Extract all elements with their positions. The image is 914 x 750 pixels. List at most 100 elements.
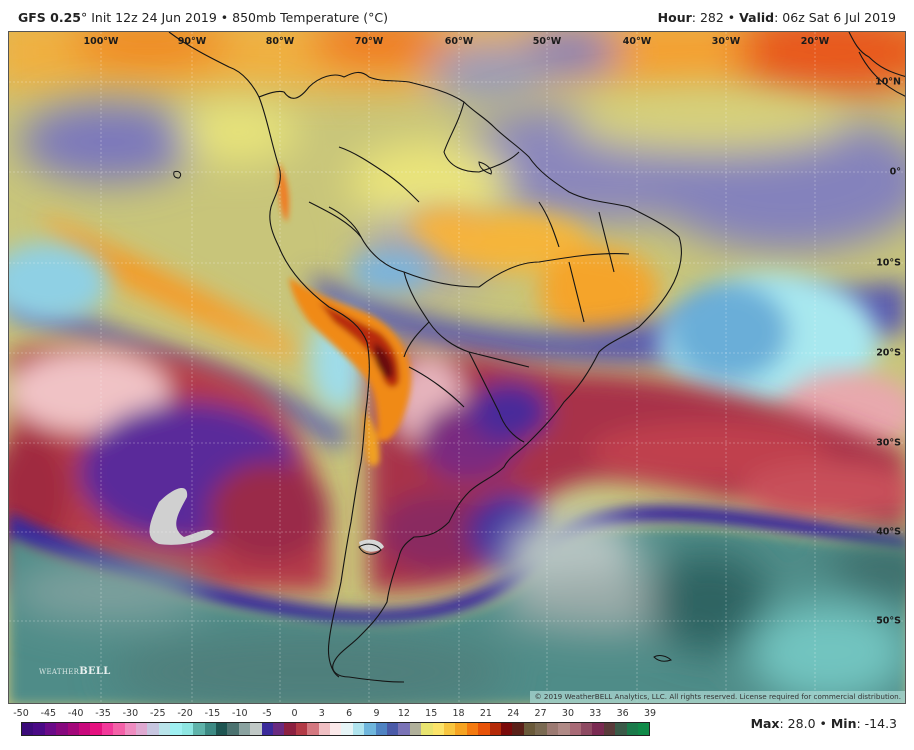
colorbar-segment (238, 723, 251, 735)
colorbar-segment (592, 723, 604, 735)
colorbar-tick-label: 39 (643, 708, 657, 719)
colorbar-segment (466, 723, 479, 735)
colorbar-tick-label: 27 (534, 708, 547, 719)
colorbar-tick-label: -10 (232, 708, 248, 719)
hour-label: Hour (657, 10, 692, 25)
colorbar-tick-label: -20 (177, 708, 193, 719)
colorbar-segment (444, 723, 456, 735)
max-value: : 28.0 • (779, 716, 831, 731)
lon-label: 40°W (622, 36, 652, 47)
colorbar-tick-label: 12 (397, 708, 410, 719)
lat-label: 50°S (876, 615, 901, 627)
colorbar-tick-label: 36 (616, 708, 629, 719)
chart-title: GFS 0.25° Init 12z 24 Jun 2019 • 850mb T… (18, 10, 388, 25)
colorbar-segment (626, 723, 638, 735)
colorbar-tick-label: -40 (67, 708, 84, 719)
colorbar-segment (329, 723, 342, 735)
colorbar-segment (352, 723, 365, 735)
colorbar-segment (307, 723, 319, 735)
colorbar-segment (158, 723, 171, 735)
colorbar-segment (512, 723, 524, 735)
colorbar-tick-label: -50 (13, 708, 29, 719)
colorbar-segment (432, 723, 445, 735)
copyright-notice: © 2019 WeatherBELL Analytics, LLC. All r… (530, 691, 905, 703)
colorbar-segment (90, 723, 102, 735)
colorbar-tick-label: 24 (507, 708, 520, 719)
colorbar-segment (375, 723, 387, 735)
max-min-stats: Max: 28.0 • Min: -14.3 (751, 716, 897, 731)
colorbar-tick-label: 15 (425, 708, 438, 719)
colorbar-segment (421, 723, 433, 735)
min-label: Min (830, 716, 857, 731)
colorbar-tick-label: -5 (262, 708, 272, 719)
colorbar-segment (558, 723, 570, 735)
colorbar-tick-label: 30 (561, 708, 574, 719)
lat-label: 10°N (875, 76, 901, 88)
colorbar-tick-label: -45 (40, 708, 57, 719)
colorbar-ticks: -50 -45 -40 -35 -30 -25 -20 -15 -10 -5 0 3 6 9 12 15 18 2… (13, 708, 656, 722)
lon-label: 100°W (83, 36, 119, 47)
max-label: Max (750, 716, 780, 731)
colorbar-segment (284, 723, 296, 735)
colorbar-tick-label: 0 (291, 708, 298, 719)
lat-label: 0° (889, 166, 901, 178)
colorbar-segment (147, 723, 159, 735)
lon-label: 30°W (711, 36, 741, 47)
lon-label: 50°W (532, 36, 562, 47)
colorbar-segment (523, 723, 536, 735)
model-name: GFS 0.25 (18, 10, 81, 25)
colorbar-segment (44, 723, 57, 735)
header: GFS 0.25° Init 12z 24 Jun 2019 • 850mb T… (0, 0, 914, 30)
lat-label: 40°S (876, 526, 901, 538)
colorbar-tick-label: -25 (149, 708, 166, 719)
hour-value: : 282 • (691, 10, 740, 25)
colorbar-segment (227, 723, 239, 735)
colorbar-segment (535, 723, 547, 735)
colorbar-segment (580, 723, 593, 735)
lat-label: 10°S (876, 257, 901, 269)
colorbar-segment (250, 723, 262, 735)
colorbar-segment (261, 723, 273, 735)
colorbar-segment (341, 723, 353, 735)
colorbar-tick-label: 21 (479, 708, 492, 719)
lon-label: 20°W (800, 36, 830, 47)
colorbar-segment (501, 723, 513, 735)
colorbar-tick-label: -35 (95, 708, 111, 719)
colorbar-tick-label: 6 (346, 708, 353, 719)
colorbar-tick-label: -15 (204, 708, 221, 719)
logo-brand: BELL (79, 666, 111, 677)
colorbar-segment (637, 723, 650, 735)
lon-label: 80°W (265, 36, 295, 47)
colorbar-segment (409, 723, 422, 735)
lon-label: 60°W (444, 36, 474, 47)
colorbar-segment (215, 723, 228, 735)
colorbar-segment (603, 723, 616, 735)
lon-label: 90°W (177, 36, 207, 47)
degree-symbol: ° (81, 10, 88, 25)
colorbar-segment (67, 723, 80, 735)
colorbar-segment (318, 723, 330, 735)
colorbar-segment (204, 723, 216, 735)
colorbar-segment (455, 723, 467, 735)
colorbar-tick-label: 18 (452, 708, 465, 719)
colorbar-segment (489, 723, 502, 735)
lat-label: 30°S (876, 437, 901, 449)
colorbar-segment (136, 723, 148, 735)
colorbar-segment (22, 723, 34, 735)
colorbar-segment (387, 723, 399, 735)
colorbar-segment (272, 723, 285, 735)
valid-label: Valid (739, 10, 775, 25)
valid-time: Hour: 282 • Valid: 06z Sat 6 Jul 2019 (658, 10, 896, 25)
colorbar-segment (398, 723, 410, 735)
colorbar-tick-label: 3 (318, 708, 325, 719)
colorbar-segment (478, 723, 490, 735)
temperature-colorbar (21, 722, 650, 736)
lat-label: 20°S (876, 347, 901, 359)
logo-prefix: WEATHER (39, 668, 80, 676)
colorbar-segment (170, 723, 182, 735)
colorbar-segment (56, 723, 68, 735)
colorbar-segment (295, 723, 308, 735)
colorbar-segment (615, 723, 627, 735)
colorbar-tick-label: -30 (122, 708, 139, 719)
temperature-map[interactable]: 100°W 90°W 80°W 70°W 60°W 50°W 40°W 30°W… (8, 31, 906, 704)
